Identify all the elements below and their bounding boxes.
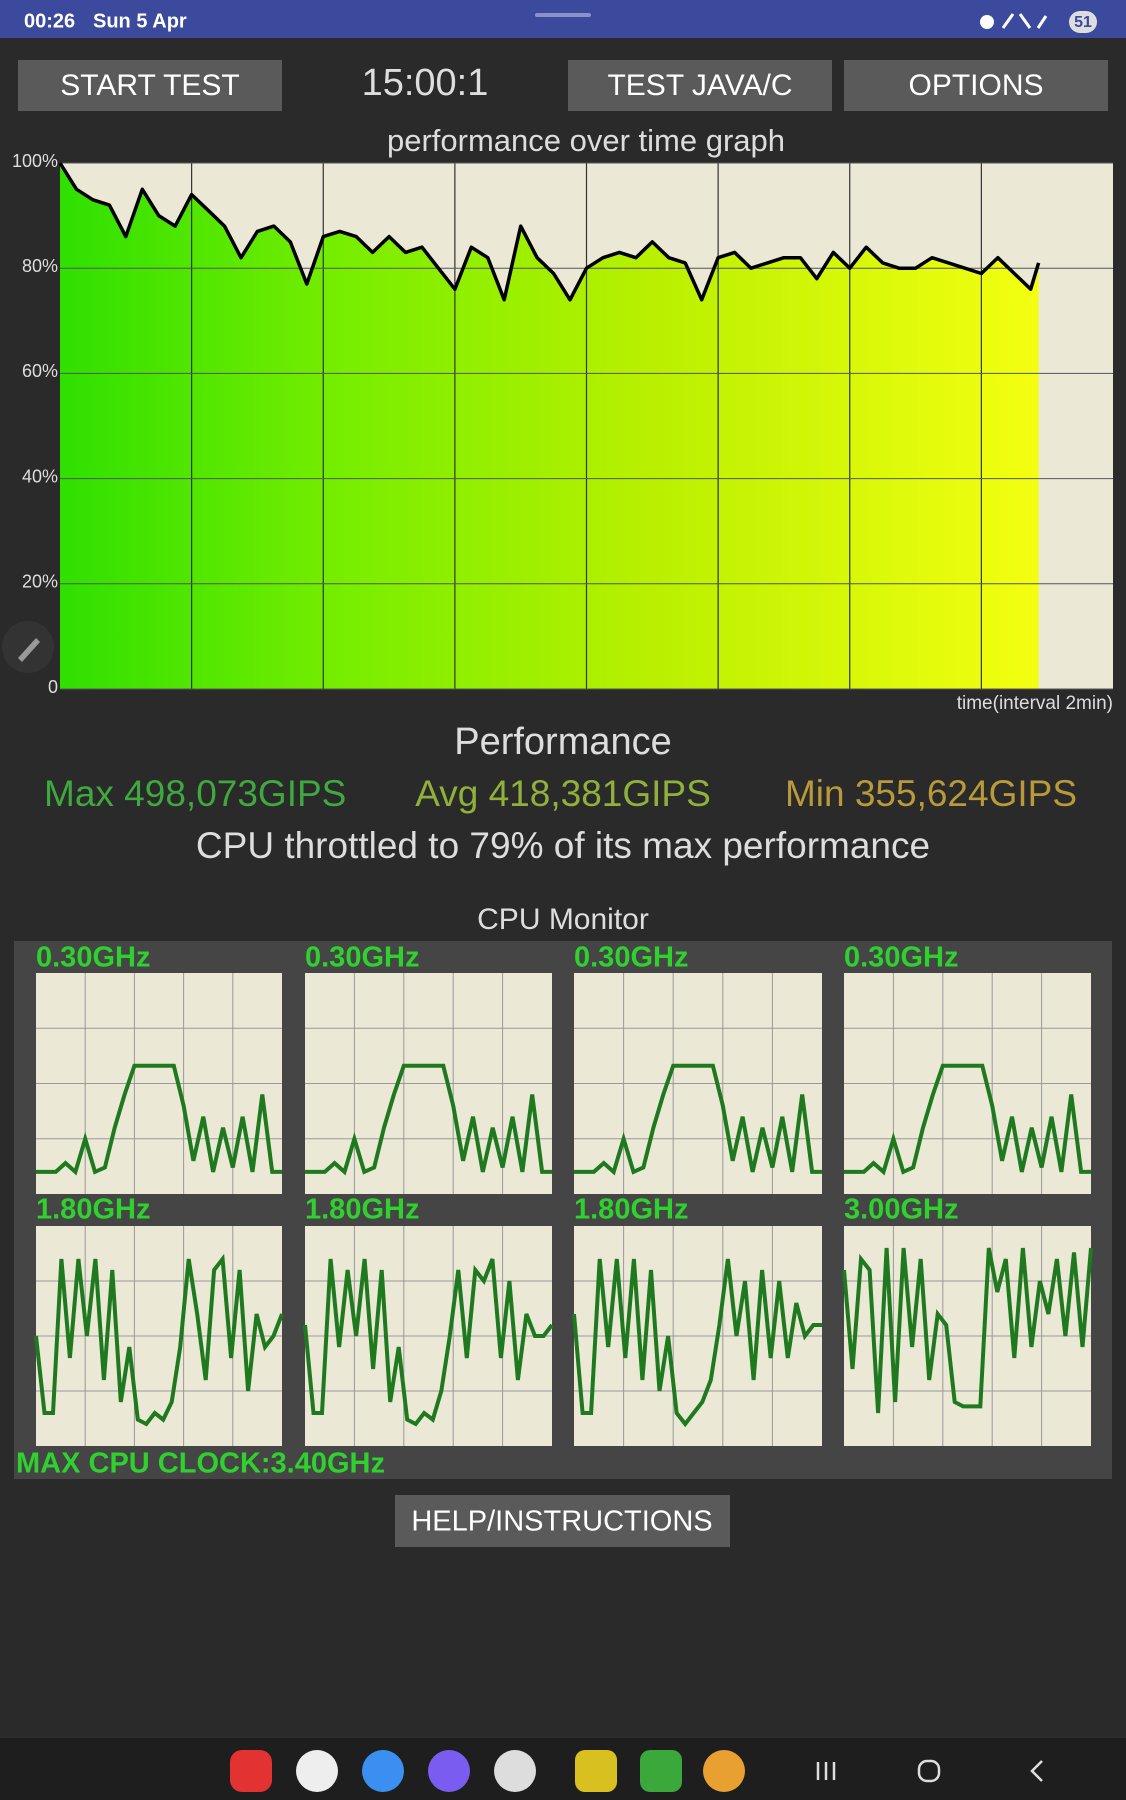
min-perf: Min 355,624GIPS bbox=[785, 773, 1077, 814]
test-button[interactable] bbox=[568, 60, 832, 111]
status-date: Sun 5 Apr bbox=[93, 10, 187, 32]
app-icon[interactable] bbox=[362, 1750, 404, 1792]
max-perf: Max 498,073GIPS bbox=[44, 773, 346, 814]
nav-recents[interactable] bbox=[816, 1762, 836, 1780]
edit-icon[interactable] bbox=[18, 638, 40, 662]
help-button[interactable] bbox=[395, 1495, 730, 1547]
performance-title: Performance bbox=[454, 721, 672, 763]
chart-title: performance over time graph bbox=[387, 123, 785, 158]
start-button-label[interactable]: START TEST bbox=[60, 69, 240, 102]
nav-home[interactable] bbox=[917, 1759, 941, 1783]
app-icon[interactable] bbox=[575, 1750, 617, 1792]
area bbox=[60, 163, 1039, 689]
nav-bar bbox=[0, 1738, 1126, 1800]
dock bbox=[230, 1750, 1043, 1792]
app-icon[interactable] bbox=[428, 1750, 470, 1792]
x-axis-label: time(interval 2min) bbox=[957, 693, 1113, 714]
cpu-load-line bbox=[574, 1063, 822, 1176]
cpu-load-line bbox=[303, 1258, 554, 1427]
cpu-frequency: 3.00GHz bbox=[844, 1194, 958, 1226]
cpu-load-line bbox=[305, 1063, 552, 1176]
cpu-frequency: 1.80GHz bbox=[36, 1194, 150, 1226]
cpu-frequency: 0.30GHz bbox=[36, 942, 150, 974]
y-tick-label: 60% bbox=[22, 361, 58, 381]
cpu-frequency: 0.30GHz bbox=[305, 942, 419, 974]
performance-line bbox=[58, 162, 1041, 302]
help-button-label[interactable]: HELP/INSTRUCTIONS bbox=[411, 1506, 712, 1538]
cpu-frequency: 0.30GHz bbox=[574, 942, 688, 974]
battery-level: 51 bbox=[1074, 14, 1092, 31]
app-icon[interactable] bbox=[703, 1750, 745, 1792]
battery bbox=[1069, 11, 1097, 33]
cpu-load-line bbox=[34, 1253, 284, 1427]
app-icon[interactable] bbox=[494, 1750, 536, 1792]
status-icon bbox=[1001, 13, 1048, 29]
handle bbox=[535, 13, 591, 17]
timer: 15:00:1 bbox=[362, 62, 489, 104]
cpu-monitor-title: CPU Monitor bbox=[477, 903, 649, 936]
cpu-load-line bbox=[842, 1247, 1093, 1414]
app-icon[interactable] bbox=[640, 1750, 682, 1792]
cpu-frequency: 0.30GHz bbox=[844, 942, 958, 974]
cpu-load-line bbox=[572, 1258, 822, 1428]
y-tick-label: 0 bbox=[48, 677, 58, 697]
cpu-load-line bbox=[36, 1063, 282, 1176]
y-tick-label: 20% bbox=[22, 572, 58, 592]
avg-perf: Avg 418,381GIPS bbox=[415, 773, 711, 814]
status-icon bbox=[980, 15, 994, 29]
start-button[interactable] bbox=[18, 60, 282, 111]
test-button-label[interactable]: TEST JAVA/C bbox=[607, 69, 792, 102]
y-tick-label: 40% bbox=[22, 466, 58, 486]
cpu-load-line bbox=[844, 1063, 1091, 1176]
cpu-frequency: 1.80GHz bbox=[305, 1194, 419, 1226]
options-button-label[interactable]: OPTIONS bbox=[908, 69, 1043, 102]
max-clock: MAX CPU CLOCK:3.40GHz bbox=[16, 1448, 385, 1480]
y-tick-label: 80% bbox=[22, 256, 58, 276]
status-bar bbox=[0, 0, 1126, 38]
options-button[interactable] bbox=[844, 60, 1108, 111]
throttle-text: CPU throttled to 79% of its max performa… bbox=[196, 825, 930, 866]
cpu-frequency: 1.80GHz bbox=[574, 1194, 688, 1226]
app-icon[interactable] bbox=[296, 1750, 338, 1792]
y-tick-label: 100% bbox=[12, 151, 58, 171]
status-time: 00:26 bbox=[24, 10, 75, 32]
app-icon[interactable] bbox=[230, 1750, 272, 1792]
nav-back[interactable] bbox=[1030, 1760, 1043, 1782]
